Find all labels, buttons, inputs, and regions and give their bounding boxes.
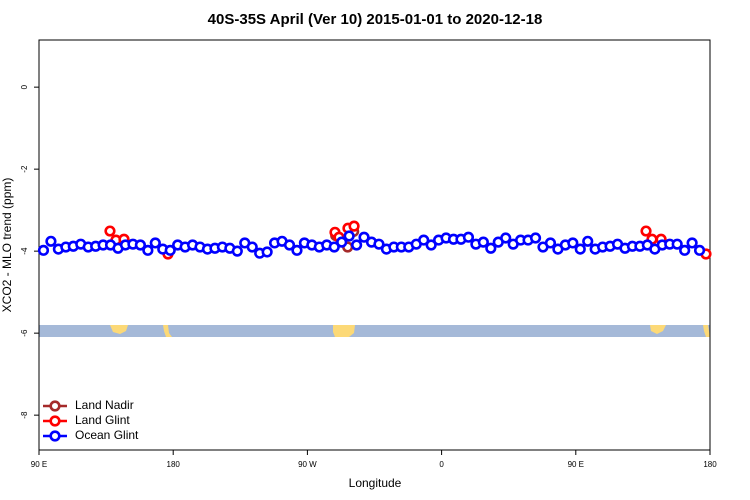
point (291, 244, 303, 256)
plot-frame (38, 39, 711, 451)
x-tick-label: 180 (703, 460, 717, 469)
point (246, 241, 258, 253)
point (142, 244, 154, 256)
point (358, 231, 370, 243)
point (477, 236, 489, 248)
point (351, 239, 363, 251)
legend-marker (49, 415, 61, 427)
x-tick-label: 90 E (568, 460, 584, 469)
point (462, 231, 475, 243)
point (425, 239, 437, 251)
point (574, 243, 586, 255)
legend-label: Land Nadir (75, 398, 134, 412)
point (686, 237, 698, 249)
land-patch (110, 325, 128, 334)
y-tick-label: 0 (20, 84, 29, 89)
point (149, 237, 161, 249)
point (45, 235, 57, 247)
point (261, 246, 273, 258)
point (37, 244, 50, 256)
point (500, 232, 512, 244)
land-band (39, 325, 710, 337)
point (134, 239, 146, 251)
x-tick-label: 180 (167, 460, 181, 469)
point (328, 241, 340, 253)
point (283, 239, 296, 251)
point (485, 242, 497, 254)
point (567, 237, 579, 249)
x-tick-label: 0 (439, 460, 444, 469)
point (373, 238, 385, 250)
ocean-strip (39, 325, 710, 337)
land-patch (650, 325, 666, 334)
y-tick-label: -4 (20, 247, 29, 255)
land-patch (703, 325, 710, 337)
point (348, 220, 360, 232)
y-axis-label: XCO2 - MLO trend (ppm) (0, 178, 14, 313)
point (231, 245, 243, 257)
point (164, 244, 176, 256)
legend-marker (49, 400, 61, 412)
x-tick-label: 90 E (31, 460, 47, 469)
point (418, 234, 430, 246)
land-patch (333, 325, 355, 337)
point (544, 237, 557, 249)
legend-marker (49, 430, 61, 442)
y-tick-label: -8 (20, 411, 29, 419)
chart-title: 40S-35S April (Ver 10) 2015-01-01 to 202… (208, 11, 543, 28)
point (671, 238, 683, 250)
legend-label: Land Glint (75, 413, 130, 427)
point (529, 232, 542, 244)
x-tick-label: 90 W (298, 460, 317, 469)
point (343, 230, 355, 242)
point (679, 244, 691, 256)
x-axis-label: Longitude (349, 476, 402, 490)
legend-label: Ocean Glint (75, 428, 139, 442)
point (336, 236, 348, 248)
y-tick-label: -6 (20, 329, 29, 337)
y-tick-label: -2 (20, 165, 29, 173)
point (693, 244, 706, 256)
land-patch (163, 325, 172, 337)
point (582, 235, 594, 247)
point (640, 225, 652, 237)
point (104, 225, 116, 237)
